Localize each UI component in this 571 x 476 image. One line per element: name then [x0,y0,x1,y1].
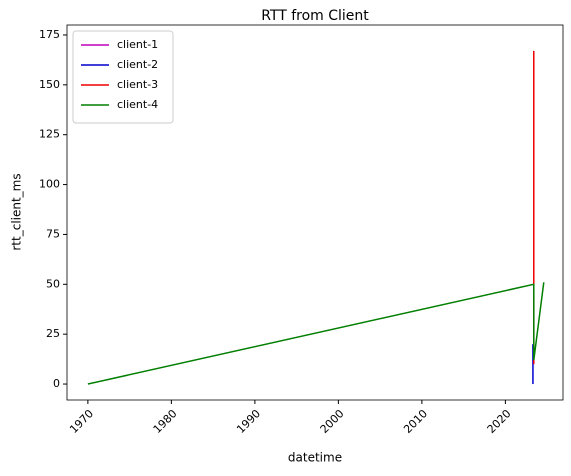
y-tick-label: 150 [39,78,60,91]
legend-label: client-1 [117,38,158,51]
x-axis-label: datetime [288,451,342,465]
y-tick-label: 0 [53,377,60,390]
plot-frame [66,24,564,401]
legend-label: client-2 [117,58,158,71]
x-tick-label: 1990 [234,407,263,436]
x-tick-label: 2000 [318,407,347,436]
legend-label: client-4 [117,98,158,111]
y-tick-label: 25 [46,327,60,340]
y-tick-label: 50 [46,277,60,290]
legend-label: client-3 [117,78,158,91]
series-line [87,282,545,385]
y-tick-label: 75 [46,227,60,240]
y-tick-label: 175 [39,28,60,41]
y-tick-label: 125 [39,128,60,141]
legend-box [72,30,174,124]
y-axis-label: rtt_client_ms [10,173,24,250]
y-tick-label: 100 [39,178,60,191]
x-tick-label: 2010 [401,407,430,436]
x-tick-label: 1980 [151,407,180,436]
x-tick-label: 1970 [67,407,96,436]
chart-title: RTT from Client [261,8,369,24]
x-tick-label: 2020 [485,407,514,436]
